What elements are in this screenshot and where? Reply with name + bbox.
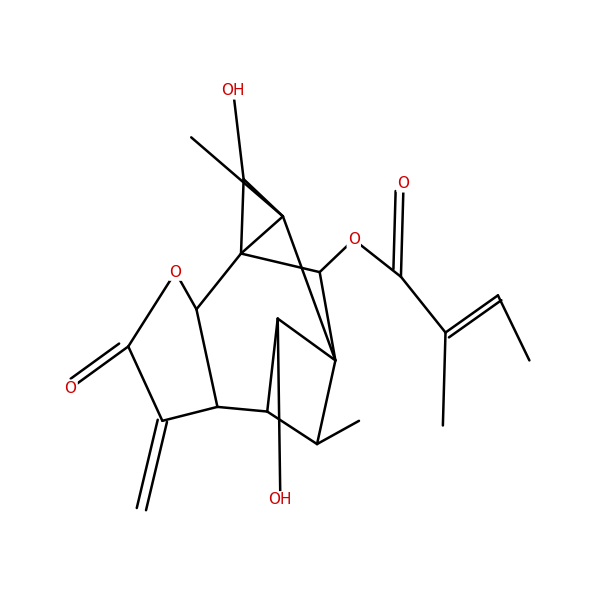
Text: OH: OH <box>269 493 292 508</box>
Text: O: O <box>65 381 77 396</box>
Text: O: O <box>398 176 410 191</box>
Text: O: O <box>348 232 360 247</box>
Text: OH: OH <box>221 83 245 98</box>
Text: O: O <box>169 265 181 280</box>
